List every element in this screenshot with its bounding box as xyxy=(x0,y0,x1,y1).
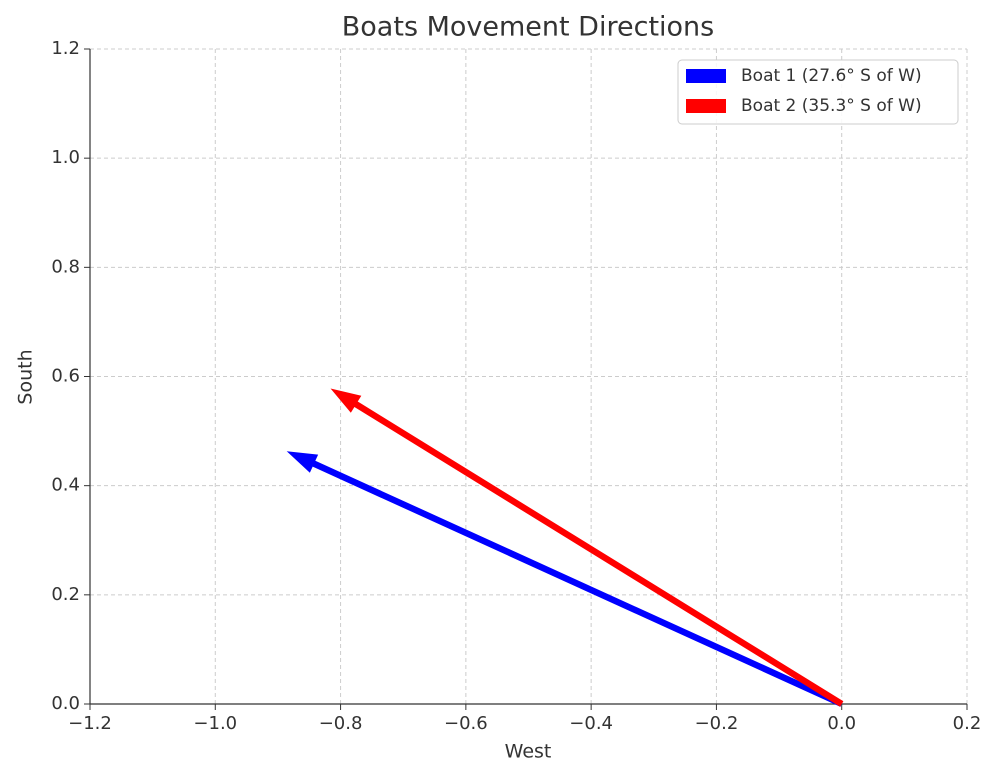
x-tick-label: −0.4 xyxy=(569,713,613,734)
x-tick-label: −0.8 xyxy=(319,713,363,734)
legend-swatch xyxy=(686,99,726,113)
arrow xyxy=(330,388,844,707)
y-tick-label: 0.2 xyxy=(51,584,80,605)
arrow xyxy=(286,451,844,707)
chart-title: Boats Movement Directions xyxy=(342,12,714,43)
x-tick-label: −1.2 xyxy=(68,713,112,734)
y-tick-label: 0.0 xyxy=(51,693,80,714)
x-tick-label: −1.0 xyxy=(193,713,237,734)
x-tick-label: −0.2 xyxy=(695,713,739,734)
y-tick-label: 0.4 xyxy=(51,475,80,496)
legend: Boat 1 (27.6° S of W) Boat 2 (35.3° S of … xyxy=(677,59,959,125)
y-tick-label: 0.8 xyxy=(51,256,80,277)
y-tick-label: 0.6 xyxy=(51,366,80,387)
legend-label: Boat 1 (27.6° S of W) xyxy=(741,66,922,86)
legend-box xyxy=(677,59,959,125)
y-axis-label: South xyxy=(15,349,37,404)
y-tick-label: 1.0 xyxy=(51,147,80,168)
x-tick-label: 0.0 xyxy=(827,713,856,734)
legend-label: Boat 2 (35.3° S of W) xyxy=(741,96,922,116)
x-tick-label: −0.6 xyxy=(444,713,488,734)
legend-swatch xyxy=(686,69,726,83)
x-tick-label: 0.2 xyxy=(953,713,982,734)
y-tick-label: 1.2 xyxy=(51,38,80,59)
x-axis-label: West xyxy=(505,741,552,763)
